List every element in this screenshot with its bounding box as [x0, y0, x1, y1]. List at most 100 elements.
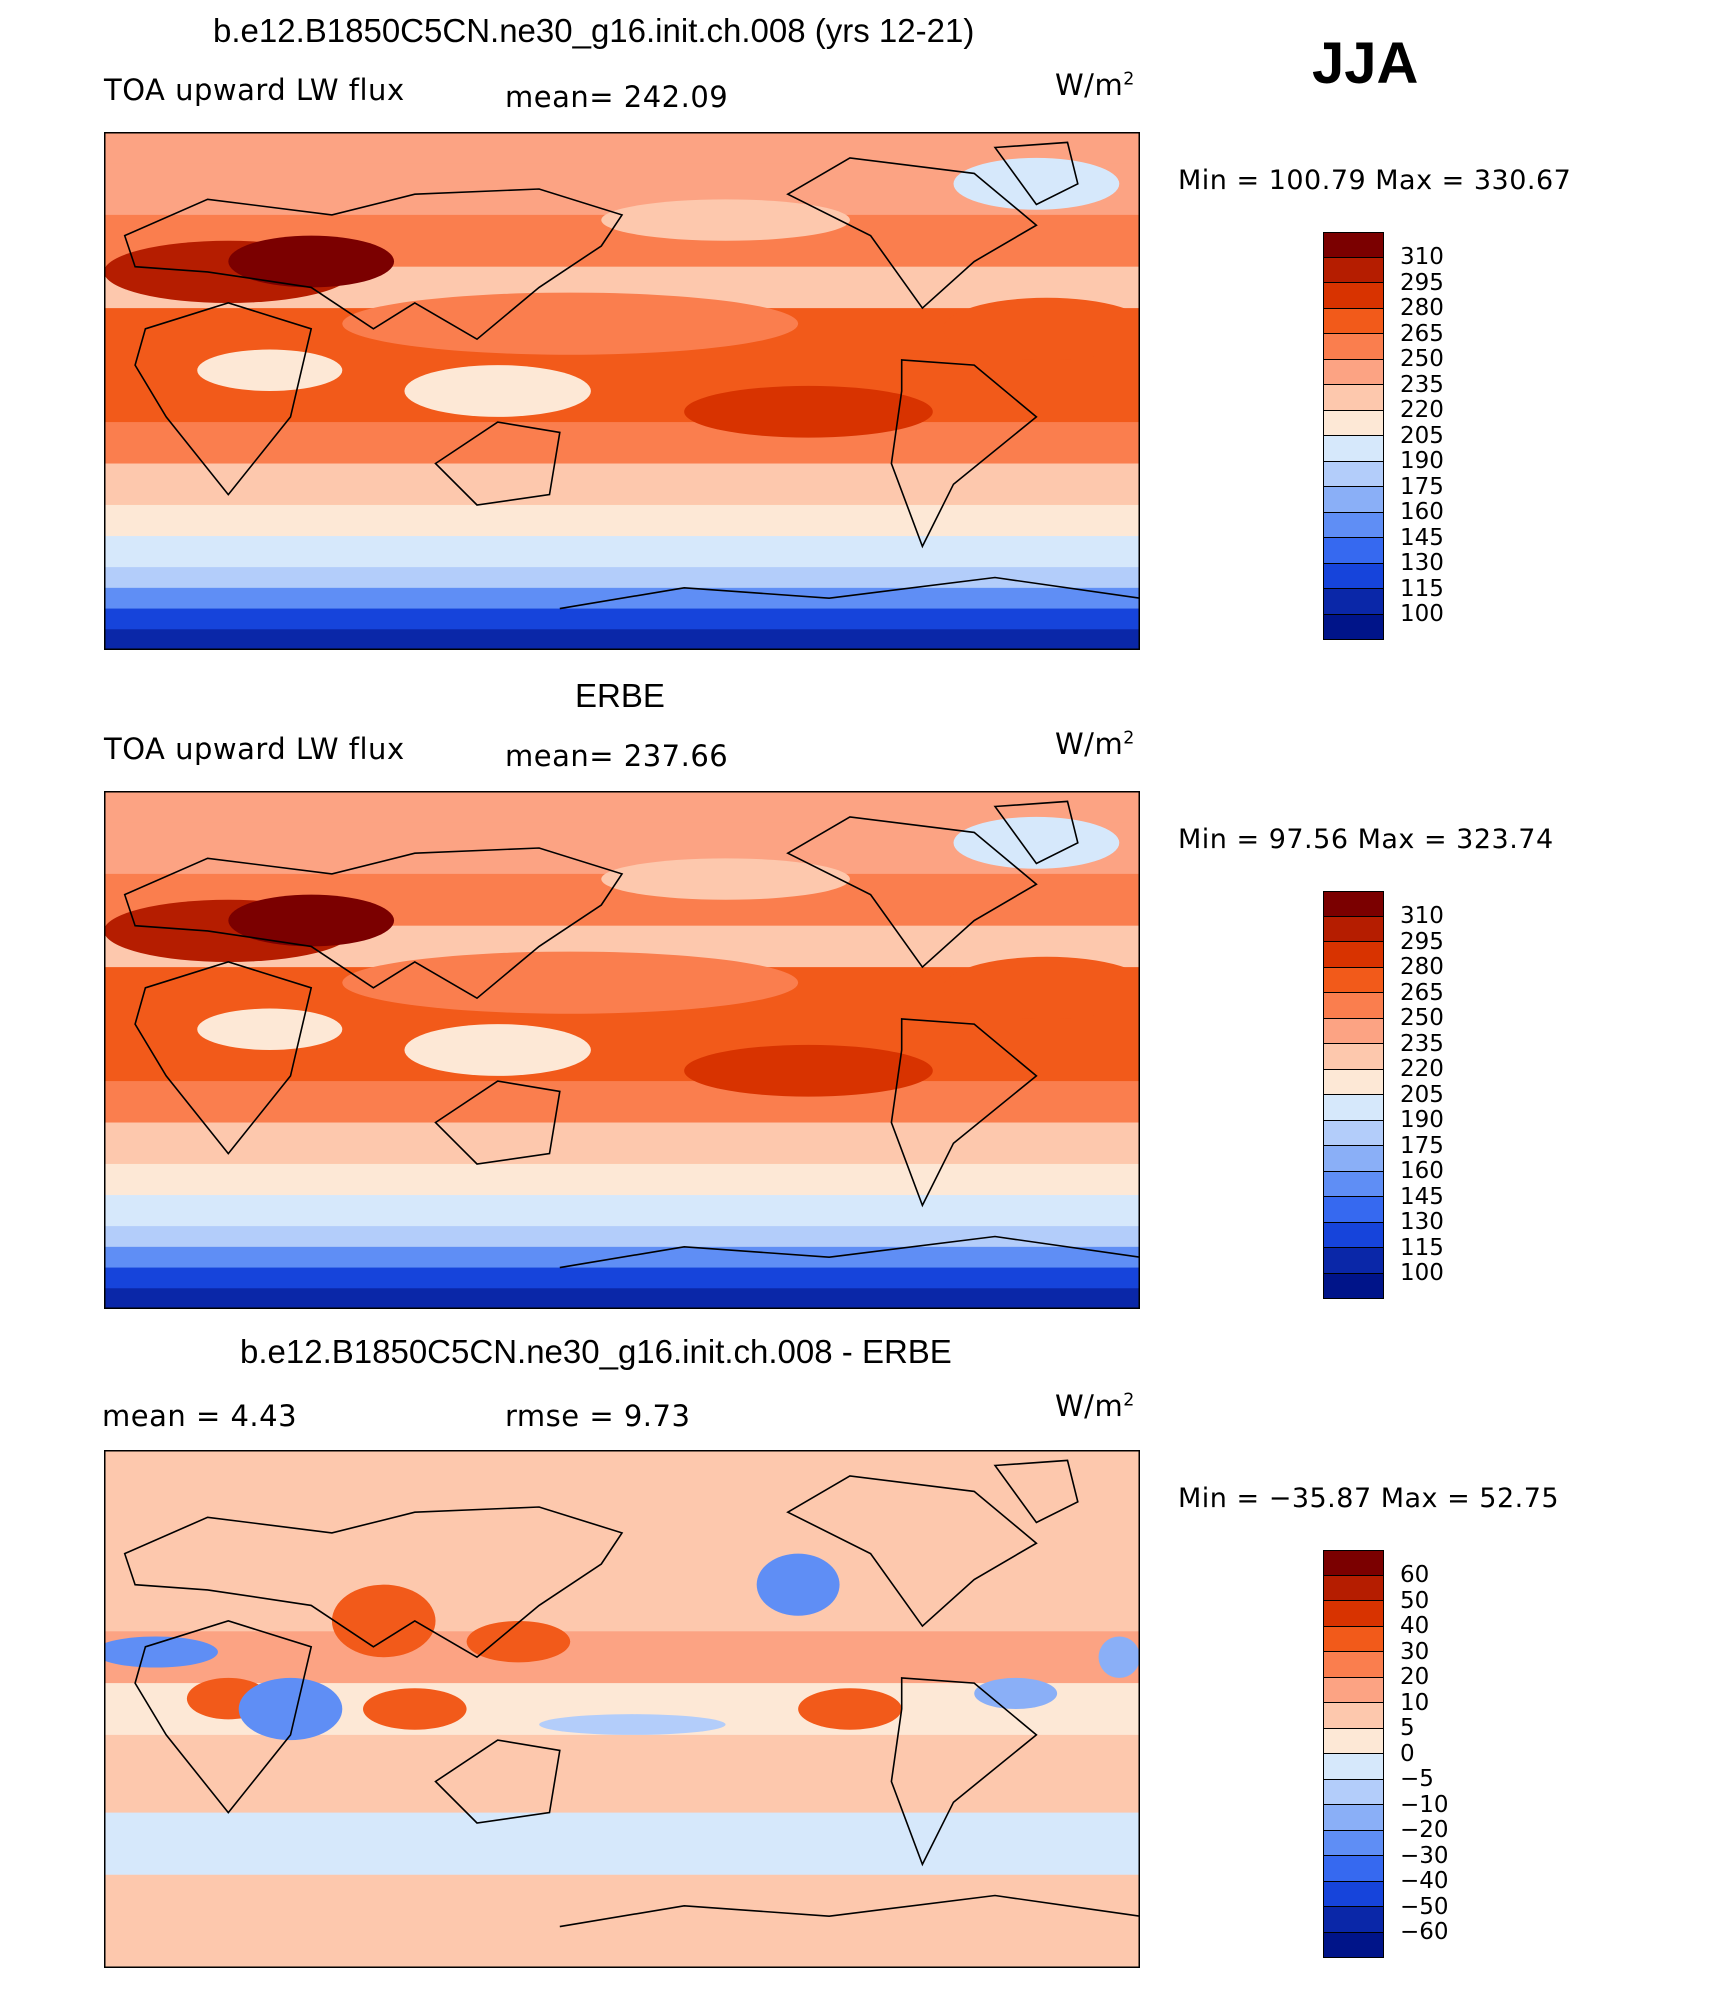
colorbar-swatch [1323, 359, 1384, 385]
coastline [134, 302, 313, 496]
colorbar-tick-label: 190 [1400, 448, 1444, 474]
field-band [104, 1081, 1140, 1124]
colorbar-swatch [1323, 891, 1384, 917]
colorbar-swatch [1323, 1601, 1384, 1627]
colorbar-tick-label: 50 [1400, 1587, 1430, 1614]
panel1-mean-label: mean= 242.09 [505, 80, 729, 114]
colorbar-tick-label: 310 [1400, 903, 1444, 929]
colorbar-tick-label: 5 [1400, 1715, 1415, 1741]
colorbar-swatch [1323, 1273, 1384, 1299]
panel1-units-label: W/m2 [1055, 68, 1135, 102]
colorbar-tick-label: 160 [1400, 499, 1444, 525]
colorbar-swatch [1323, 1703, 1384, 1729]
colorbar-swatch [1323, 283, 1384, 309]
field-band [104, 1450, 1140, 1555]
colorbar-tick-label: 0 [1400, 1740, 1415, 1767]
coastline [123, 188, 624, 341]
field-region [363, 1688, 467, 1730]
panel3-colorbar [1323, 1550, 1384, 1958]
colorbar-swatch [1323, 614, 1384, 640]
colorbar-swatch [1323, 1805, 1384, 1831]
coastline [123, 847, 624, 1000]
season-label: JJA [1312, 31, 1419, 96]
colorbar-swatch [1323, 1728, 1384, 1754]
colorbar-swatch [1323, 487, 1384, 513]
panel2-mean-label: mean= 237.66 [505, 739, 729, 773]
coastline [434, 421, 561, 506]
colorbar-swatch [1323, 1575, 1384, 1601]
coastline [993, 800, 1079, 865]
panel2-minmax: Min = 97.56 Max = 323.74 [1178, 824, 1554, 855]
map-frame [104, 1450, 1140, 1968]
colorbar-tick-label: 20 [1400, 1664, 1430, 1690]
colorbar-tick-label: 100 [1400, 601, 1444, 627]
colorbar-swatch [1323, 1779, 1384, 1805]
colorbar-tick-label: 145 [1400, 524, 1444, 551]
field-band [104, 629, 1140, 650]
field-region [404, 365, 591, 417]
panel3-mean-label: mean = 4.43 [102, 1399, 298, 1433]
field-region [601, 858, 850, 900]
panel1-map [104, 132, 1140, 650]
field-region [104, 1636, 218, 1668]
field-region [943, 956, 1140, 1019]
colorbar-tick-label: 10 [1400, 1689, 1430, 1716]
colorbar-swatch [1323, 1197, 1384, 1223]
field-band [104, 463, 1140, 506]
colorbar-swatch [1323, 993, 1384, 1019]
colorbar-tick-label: 175 [1400, 1132, 1444, 1159]
colorbar-swatch [1323, 942, 1384, 968]
coastline [890, 1018, 1038, 1208]
colorbar-swatch [1323, 308, 1384, 334]
colorbar-tick-label: 250 [1400, 346, 1444, 372]
map-frame [104, 791, 1140, 1309]
map-frame [104, 132, 1140, 650]
field-band [104, 1734, 1140, 1814]
panel3-map-svg [104, 1450, 1140, 1968]
colorbar-tick-label: −10 [1400, 1791, 1449, 1818]
field-band [104, 1916, 1140, 1968]
colorbar-swatch [1323, 1095, 1384, 1121]
colorbar-swatch [1323, 436, 1384, 462]
coastline [559, 1894, 1140, 1928]
colorbar-swatch [1323, 232, 1384, 258]
field-region [684, 385, 933, 438]
field-band [104, 536, 1140, 569]
field-band [104, 1288, 1140, 1309]
field-region [331, 1584, 436, 1658]
coastline [786, 1475, 1038, 1628]
panel2-units-label: W/m2 [1055, 727, 1135, 761]
panel2-colorbar [1323, 891, 1384, 1299]
colorbar-tick-label: 60 [1400, 1562, 1430, 1588]
colorbar-tick-label: 205 [1400, 422, 1444, 449]
field-region [756, 1553, 840, 1616]
colorbar-tick-label: 265 [1400, 320, 1444, 347]
coastline [434, 1739, 561, 1824]
panel2-variable-label: TOA upward LW flux [104, 732, 405, 766]
field-region [228, 894, 395, 947]
field-region [798, 1688, 902, 1730]
colorbar-tick-label: 280 [1400, 954, 1444, 980]
coastline [993, 1459, 1079, 1524]
colorbar-swatch [1323, 1146, 1384, 1172]
field-band [104, 1122, 1140, 1165]
coastline [434, 1080, 561, 1165]
colorbar-tick-label: 205 [1400, 1081, 1444, 1108]
field-band [104, 1226, 1140, 1248]
colorbar-swatch [1323, 334, 1384, 360]
colorbar-tick-label: −40 [1400, 1868, 1449, 1894]
colorbar-swatch [1323, 1120, 1384, 1146]
colorbar-swatch [1323, 1044, 1384, 1070]
colorbar-tick-label: 130 [1400, 550, 1444, 576]
field-region [404, 1024, 591, 1076]
colorbar-tick-label: 220 [1400, 1056, 1444, 1082]
field-region [684, 1044, 933, 1097]
field-band [104, 422, 1140, 465]
colorbar-tick-label: −30 [1400, 1842, 1449, 1869]
coastline [134, 961, 313, 1155]
panel2-title: ERBE [575, 677, 665, 714]
colorbar-tick-label: 220 [1400, 397, 1444, 423]
colorbar-swatch [1323, 257, 1384, 283]
colorbar-tick-label: 265 [1400, 979, 1444, 1006]
panel1-colorbar-labels: 310 295 280 265 250 235 220 205 190 175 160 145 130 1… [1400, 244, 1444, 628]
